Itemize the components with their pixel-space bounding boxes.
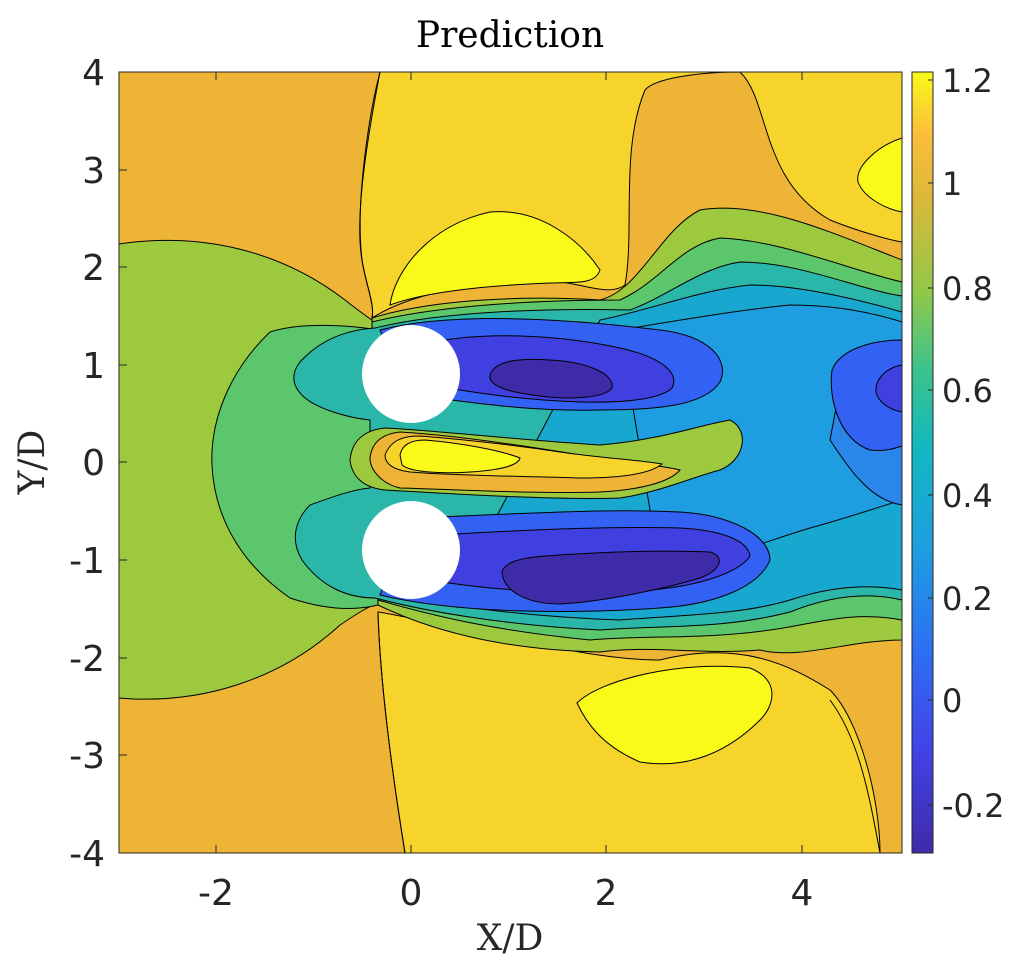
colorbar-tick-label: 1.2 xyxy=(942,62,993,100)
tick-marks xyxy=(119,72,803,853)
contour-band-mid-1.1 xyxy=(399,439,521,474)
contour-band-1.1-right xyxy=(857,137,902,213)
y-tick-label: 0 xyxy=(82,443,105,484)
y-axis-label: Y/D xyxy=(12,430,53,496)
contour-band--0.05 xyxy=(875,364,902,413)
contour-band-0.05 xyxy=(830,339,902,451)
colorbar-tick-label: 0 xyxy=(942,682,962,720)
colorbar-tick-label: 0.8 xyxy=(942,270,993,308)
cylinder-lower xyxy=(362,501,460,599)
y-tick-label: 2 xyxy=(82,248,105,289)
x-tick-label: 0 xyxy=(400,873,423,914)
colorbar-tick-label: 0.2 xyxy=(942,580,993,618)
y-tick-label: 4 xyxy=(82,53,105,94)
cylinder-upper xyxy=(362,325,460,423)
contour-band-1.1-lower xyxy=(576,665,773,765)
colorbar-tick-label: 1 xyxy=(942,165,962,203)
y-tick-label: 1 xyxy=(82,346,105,387)
plot-area xyxy=(119,72,902,853)
y-tick-label: -1 xyxy=(69,541,105,582)
colorbar-tick-label: 0.4 xyxy=(942,477,993,515)
colorbar-tick-label: 0.6 xyxy=(942,372,993,410)
y-tick-label: -4 xyxy=(69,834,105,875)
colorbar xyxy=(911,71,934,854)
y-tick-label: -2 xyxy=(69,639,105,680)
contour-band-upper-wake--0.2 xyxy=(489,358,613,399)
x-tick-label: 2 xyxy=(595,873,618,914)
colorbar-tick-label: -0.2 xyxy=(942,787,1004,825)
contour-line-right-lower xyxy=(829,699,881,853)
chart-title: Prediction xyxy=(416,15,604,56)
contour-band-1.1-upper xyxy=(389,211,601,306)
y-tick-label: 3 xyxy=(82,151,105,192)
contour-line-left-upper xyxy=(359,72,381,319)
x-axis-label: X/D xyxy=(477,918,544,959)
y-tick-label: -3 xyxy=(69,736,105,777)
x-tick-label: 4 xyxy=(791,873,814,914)
x-tick-label: -2 xyxy=(198,873,234,914)
colorbar-ticks xyxy=(928,79,933,806)
contour-line-left-lower xyxy=(377,611,406,853)
contour-band-lower-wake--0.2 xyxy=(501,550,720,605)
